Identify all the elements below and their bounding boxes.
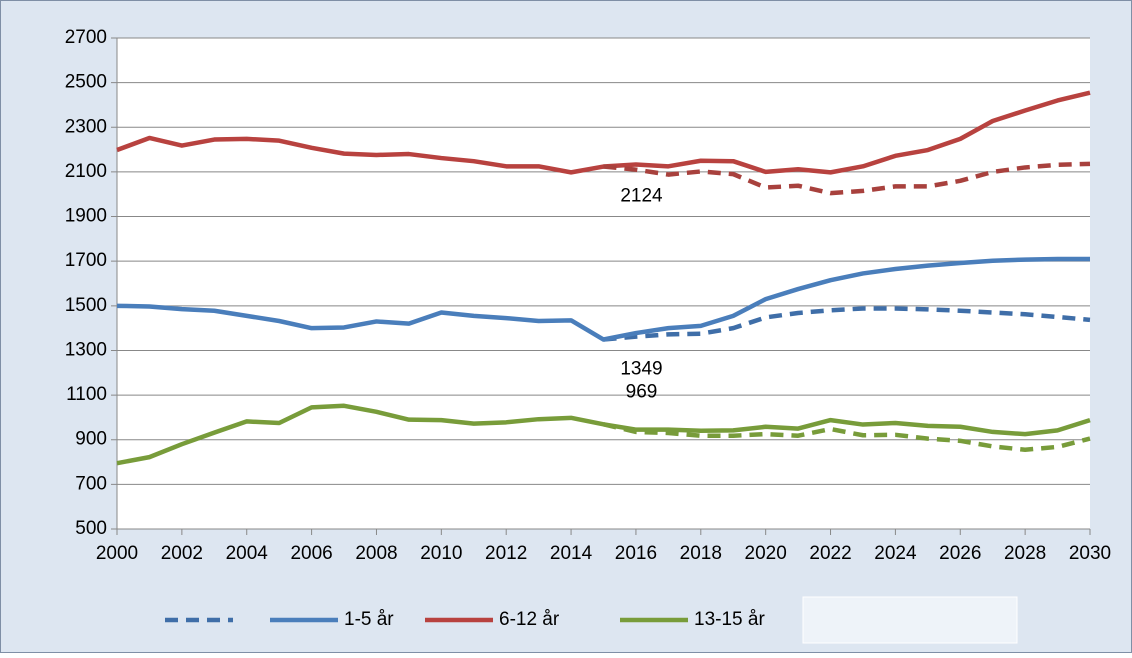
x-tick-label: 2014: [550, 543, 593, 564]
x-tick-label: 2012: [485, 543, 527, 564]
y-tick-label: 1900: [65, 206, 107, 227]
data-label: 2124: [620, 186, 663, 207]
x-tick-label: 2004: [226, 543, 269, 564]
x-tick-label: 2030: [1069, 543, 1111, 564]
y-tick-label: 2700: [65, 27, 107, 48]
dashed-line: [602, 422, 1091, 453]
y-tick-label: 900: [75, 429, 107, 450]
legend-label: 6-12 år: [499, 609, 560, 630]
x-tick-label: 2024: [874, 543, 917, 564]
x-tick-label: 2026: [939, 543, 981, 564]
x-tick-label: 2006: [290, 543, 332, 564]
x-tick-label: 2010: [420, 543, 462, 564]
plot-area: [117, 38, 1090, 529]
x-tick-label: 2022: [809, 543, 851, 564]
data-label: 1349: [620, 359, 662, 380]
legend-label: 13-15 år: [694, 609, 765, 630]
dashed-line: [603, 306, 1091, 342]
x-tick-label: 2000: [96, 543, 138, 564]
dashed-line: [603, 161, 1091, 196]
x-tick-label: 2016: [615, 543, 657, 564]
y-tick-label: 2300: [65, 116, 107, 137]
y-tick-label: 700: [75, 473, 107, 494]
x-tick-label: 2008: [355, 543, 397, 564]
legend-blank: [802, 596, 1018, 644]
x-tick-label: 2002: [161, 543, 203, 564]
y-tick-label: 1500: [65, 295, 107, 316]
y-tick-label: 1300: [65, 339, 107, 360]
y-tick-label: 1100: [66, 384, 107, 405]
y-tick-label: 1700: [65, 250, 107, 271]
x-tick-label: 2028: [1004, 543, 1046, 564]
data-label: 969: [626, 381, 658, 402]
line: [116, 256, 1090, 342]
y-tick-label: 2100: [65, 161, 107, 182]
y-tick-label: 500: [75, 518, 107, 539]
x-tick-label: 2020: [745, 543, 787, 564]
x-tick-label: 2018: [680, 543, 722, 564]
legend-label: 1-5 år: [344, 609, 394, 630]
y-tick-label: 2500: [65, 72, 107, 93]
